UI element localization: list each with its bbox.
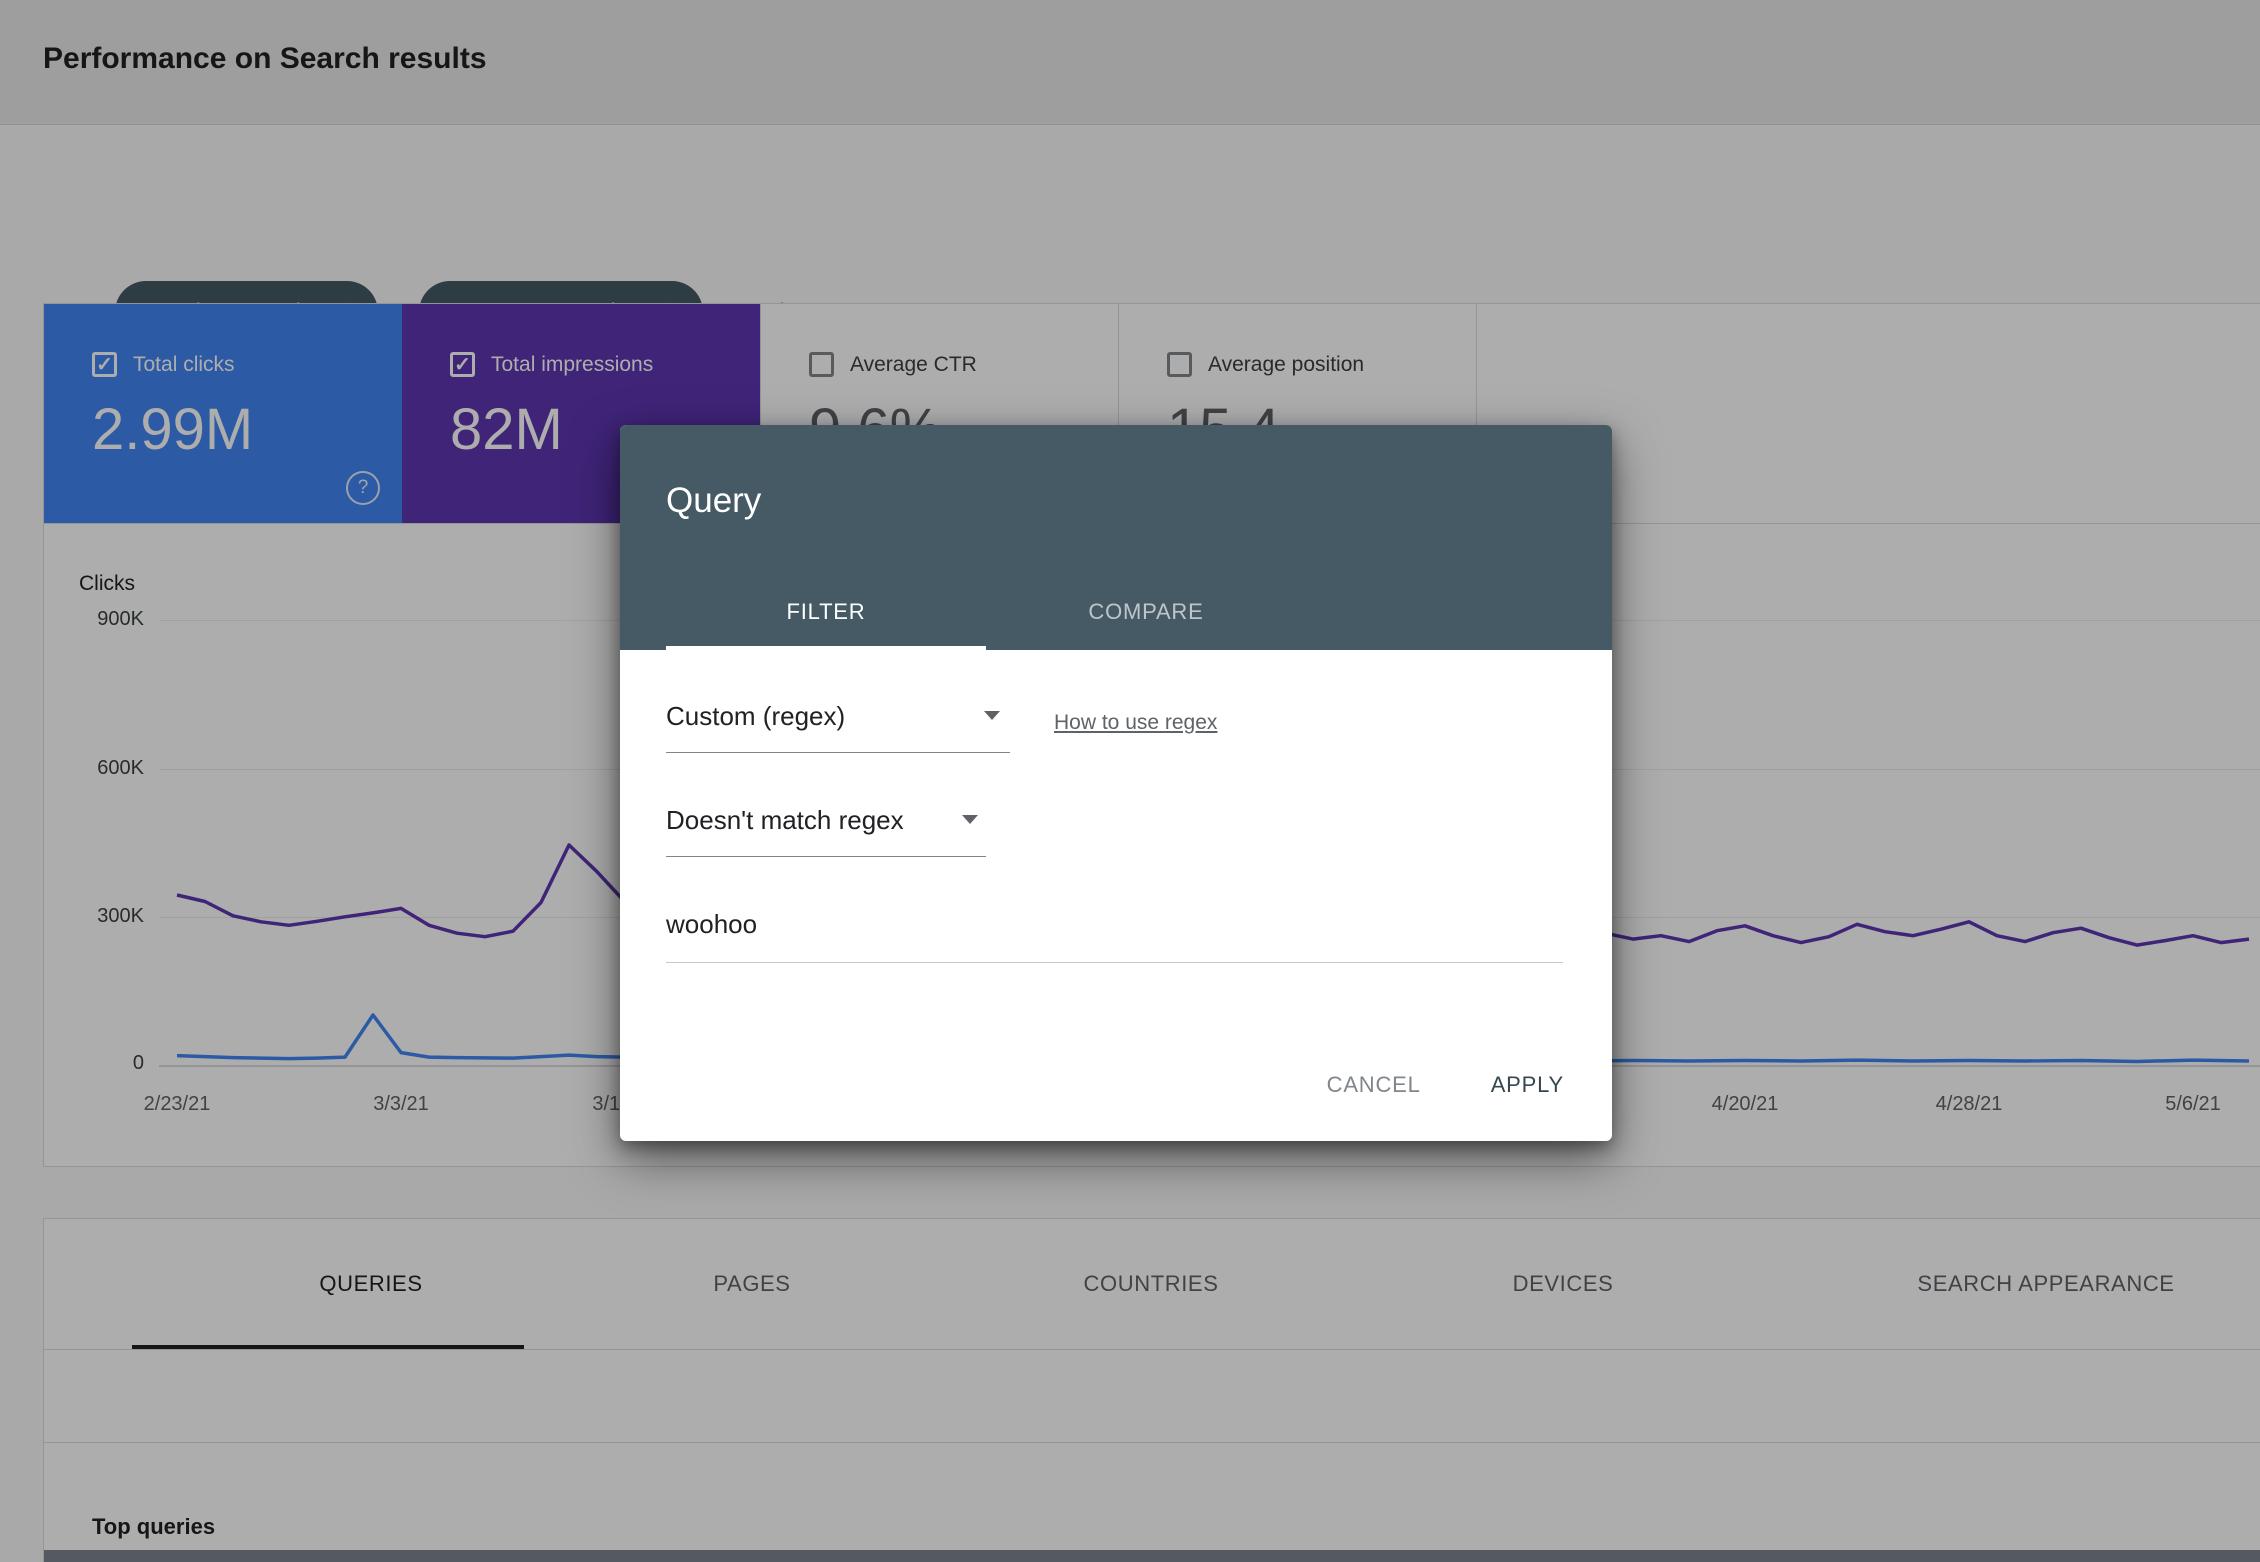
filter-type-dropdown[interactable]: Custom (regex) (666, 701, 1010, 753)
metric-card-label: Average CTR (850, 352, 977, 376)
tab-countries[interactable]: COUNTRIES (1083, 1271, 1219, 1296)
x-tick-label: 3/3/21 (373, 1093, 429, 1115)
metric-card-label: Total impressions (491, 352, 654, 376)
page-title: Performance on Search results (43, 42, 487, 75)
app-bar: Performance on Search results (0, 0, 2260, 125)
cards-filler (1476, 304, 2260, 523)
tab-pages[interactable]: PAGES (713, 1271, 791, 1296)
table-first-column-header: Top queries (92, 1514, 216, 1539)
dialog-title: Query (666, 481, 762, 520)
table-header-row: Top queries (44, 1442, 2260, 1550)
dialog-tab-filter[interactable]: FILTER (666, 574, 986, 650)
dialog-header: Query FILTER COMPARE (620, 425, 1612, 650)
help-icon[interactable]: ? (346, 471, 380, 505)
match-condition-value: Doesn't match regex (666, 805, 904, 835)
tab-devices[interactable]: DEVICES (1512, 1271, 1614, 1296)
tab-queries[interactable]: QUERIES (319, 1271, 423, 1296)
y-tick-900k: 900K (97, 608, 144, 630)
dialog-tab-compare[interactable]: COMPARE (1088, 599, 1204, 624)
x-tick-label: 4/28/21 (1935, 1093, 2003, 1115)
x-tick-label: 4/20/21 (1711, 1093, 1779, 1115)
results-panel: QUERIES PAGES COUNTRIES DEVICES SEARCH A… (43, 1218, 2260, 1562)
x-tick-label: 2/23/21 (143, 1093, 211, 1115)
tab-search-appearance[interactable]: SEARCH APPEARANCE (1917, 1271, 2175, 1296)
regex-query-value: woohoo (666, 909, 758, 939)
regex-query-input[interactable]: woohoo (666, 909, 1563, 963)
table-header-strip (44, 1550, 2260, 1562)
dialog-tabs: FILTER COMPARE (666, 574, 1306, 650)
checkbox-checked-icon[interactable] (450, 352, 475, 377)
y-tick-0: 0 (132, 1052, 144, 1074)
results-tabs: QUERIES PAGES COUNTRIES DEVICES SEARCH A… (44, 1219, 2260, 1350)
x-tick-label: 5/6/21 (2165, 1093, 2221, 1115)
active-tab-indicator (132, 1345, 524, 1349)
metric-card-label: Average position (1208, 352, 1365, 376)
metric-card-value: 2.99M (92, 397, 254, 462)
checkbox-checked-icon[interactable] (92, 352, 117, 377)
dropdown-arrow-icon (962, 815, 978, 824)
metric-card-value: 82M (450, 397, 563, 462)
metric-card-label: Total clicks (133, 352, 235, 376)
checkbox-unchecked-icon[interactable] (809, 352, 834, 377)
filter-type-value: Custom (regex) (666, 701, 846, 731)
regex-help-link[interactable]: How to use regex (1054, 711, 1218, 734)
dialog-footer: CANCEL APPLY (620, 1029, 1612, 1141)
cancel-button[interactable]: CANCEL (1326, 1072, 1421, 1097)
table-toolbar-row (44, 1349, 2260, 1443)
y-tick-300k: 300K (97, 905, 144, 927)
y-tick-600k: 600K (97, 757, 144, 779)
checkbox-unchecked-icon[interactable] (1167, 352, 1192, 377)
apply-button[interactable]: APPLY (1490, 1072, 1564, 1097)
query-filter-dialog: Query FILTER COMPARE Custom (regex) How … (620, 425, 1612, 1141)
metric-card-total-clicks[interactable]: Total clicks 2.99M ? (44, 304, 402, 523)
chart-y-axis-title: Clicks (79, 572, 135, 595)
match-condition-dropdown[interactable]: Doesn't match regex (666, 805, 986, 857)
dropdown-arrow-icon (984, 711, 1000, 720)
